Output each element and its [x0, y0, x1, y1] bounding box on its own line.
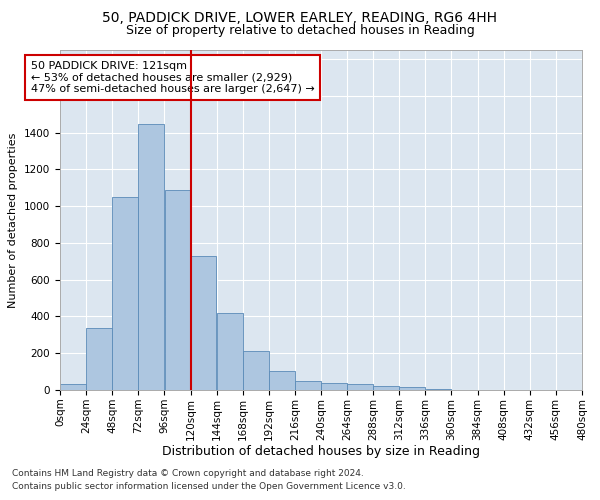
Y-axis label: Number of detached properties: Number of detached properties: [8, 132, 19, 308]
Text: Contains public sector information licensed under the Open Government Licence v3: Contains public sector information licen…: [12, 482, 406, 491]
Text: 50, PADDICK DRIVE, LOWER EARLEY, READING, RG6 4HH: 50, PADDICK DRIVE, LOWER EARLEY, READING…: [103, 11, 497, 25]
Bar: [269, 370, 295, 390]
Text: Size of property relative to detached houses in Reading: Size of property relative to detached ho…: [125, 24, 475, 37]
Bar: [347, 384, 373, 390]
Bar: [191, 256, 217, 390]
Bar: [400, 387, 425, 390]
Bar: [425, 389, 451, 390]
Bar: [321, 382, 347, 390]
Bar: [373, 386, 399, 390]
Text: 50 PADDICK DRIVE: 121sqm
← 53% of detached houses are smaller (2,929)
47% of sem: 50 PADDICK DRIVE: 121sqm ← 53% of detach…: [31, 61, 314, 94]
Bar: [112, 197, 138, 390]
Bar: [295, 381, 321, 390]
Bar: [164, 190, 190, 390]
Bar: [243, 352, 269, 390]
Bar: [60, 384, 86, 390]
X-axis label: Distribution of detached houses by size in Reading: Distribution of detached houses by size …: [162, 446, 480, 458]
Bar: [217, 313, 242, 390]
Bar: [86, 328, 112, 390]
Bar: [139, 124, 164, 390]
Text: Contains HM Land Registry data © Crown copyright and database right 2024.: Contains HM Land Registry data © Crown c…: [12, 468, 364, 477]
